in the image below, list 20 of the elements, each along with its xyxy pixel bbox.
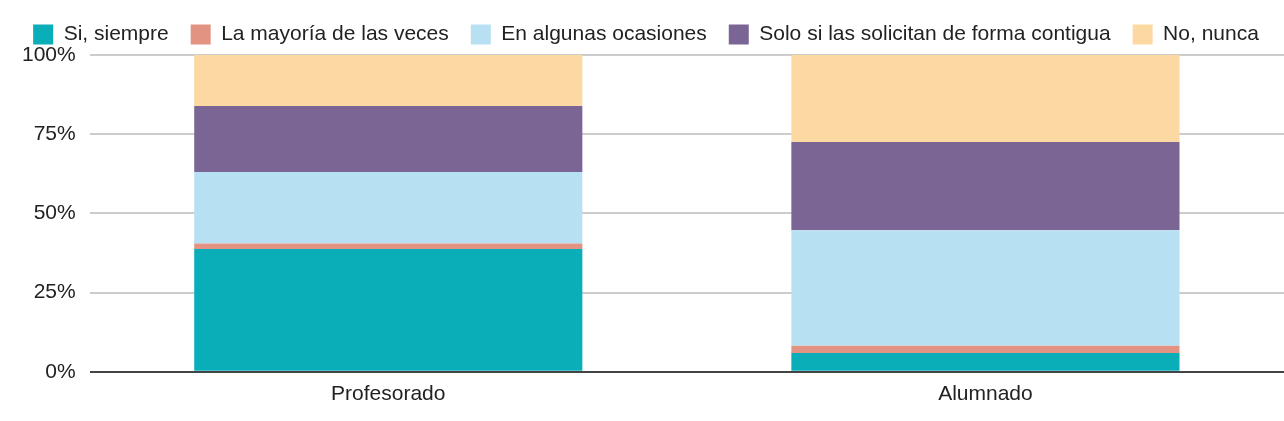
bar — [194, 243, 583, 249]
legend-label: No, nunca — [1163, 21, 1260, 45]
x-tick-label: Alumnado — [938, 381, 1033, 405]
bar — [194, 248, 583, 371]
y-tick-label: 50% — [33, 200, 76, 224]
bar — [791, 142, 1180, 231]
x-tick-label: Profesorado — [331, 381, 446, 405]
y-tick-label: 75% — [33, 121, 76, 144]
bar — [194, 55, 583, 107]
bar — [791, 230, 1180, 346]
bar — [791, 345, 1180, 354]
legend-label: En algunas ocasiones — [501, 21, 707, 45]
bar — [791, 353, 1180, 371]
bar — [791, 55, 1180, 143]
bar — [194, 171, 583, 244]
bar — [194, 106, 583, 172]
y-tick-label: 25% — [33, 279, 76, 303]
legend-label: Solo si las solicitan de forma contigua — [759, 21, 1111, 45]
y-tick-label: 0% — [45, 358, 76, 382]
legend-label: La mayoría de las veces — [221, 21, 449, 45]
